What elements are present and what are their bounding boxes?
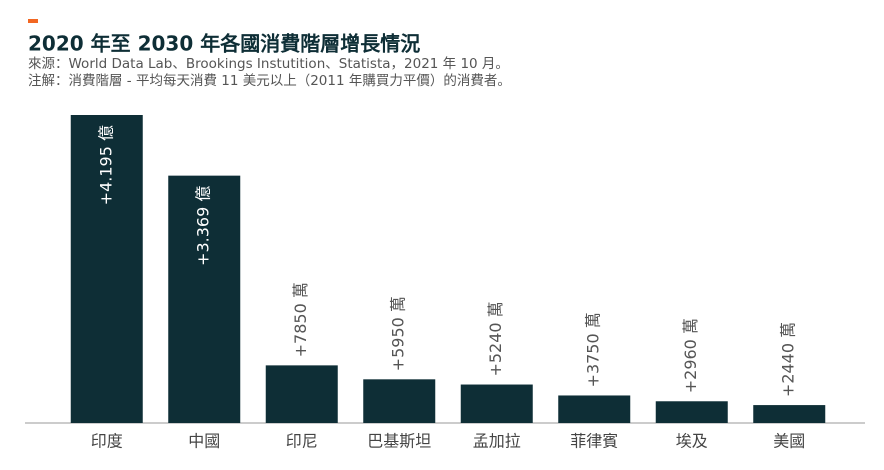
chart-title: 2020 年至 2030 年各國消費階層增長情況	[28, 32, 420, 56]
value-label: +5240 萬	[486, 301, 505, 376]
x-tick-label: 中國	[188, 432, 220, 451]
bar	[70, 115, 143, 423]
x-tick-label: 菲律賓	[570, 432, 618, 451]
bar	[753, 405, 826, 423]
x-tick-label: 美國	[773, 432, 805, 451]
x-tick-label: 印尼	[286, 432, 318, 451]
bar	[655, 401, 728, 423]
source: 來源：World Data Lab、Brookings Instutition、…	[28, 56, 509, 72]
x-tick-label: 印度	[91, 432, 123, 451]
value-label: +3750 萬	[584, 312, 603, 387]
value-label: +2960 萬	[681, 318, 700, 393]
note: 注解：消費階層 - 平均每天消費 11 美元以上（2011 年購買力平價）的消費…	[28, 73, 511, 89]
value-label: +4.195 億	[96, 125, 115, 205]
value-label: +5950 萬	[389, 296, 408, 371]
x-tick-label: 孟加拉	[473, 432, 521, 451]
bar	[363, 379, 436, 423]
bar	[265, 365, 338, 423]
x-tick-label: 巴基斯坦	[367, 432, 431, 451]
x-tick-label: 埃及	[676, 432, 708, 451]
bar	[460, 384, 533, 423]
bar	[558, 395, 631, 423]
value-label: +2440 萬	[779, 322, 798, 397]
accent	[28, 19, 38, 23]
value-label: +7850 萬	[291, 282, 310, 357]
bar	[168, 175, 241, 423]
value-label: +3.369 億	[194, 186, 213, 266]
